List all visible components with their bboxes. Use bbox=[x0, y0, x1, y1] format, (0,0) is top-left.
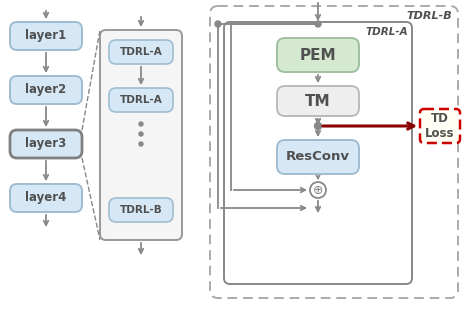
FancyBboxPatch shape bbox=[109, 40, 173, 64]
FancyBboxPatch shape bbox=[109, 88, 173, 112]
Circle shape bbox=[139, 122, 143, 126]
FancyBboxPatch shape bbox=[10, 22, 82, 50]
Text: TDRL-A: TDRL-A bbox=[119, 47, 162, 57]
Circle shape bbox=[139, 132, 143, 136]
FancyBboxPatch shape bbox=[10, 184, 82, 212]
FancyBboxPatch shape bbox=[420, 109, 460, 143]
FancyBboxPatch shape bbox=[277, 38, 359, 72]
FancyBboxPatch shape bbox=[10, 130, 82, 158]
Text: TDRL-A: TDRL-A bbox=[119, 95, 162, 105]
Text: layer4: layer4 bbox=[25, 192, 67, 204]
Circle shape bbox=[315, 21, 321, 27]
Text: ⊕: ⊕ bbox=[313, 183, 323, 197]
Text: TDRL-B: TDRL-B bbox=[119, 205, 162, 215]
Text: layer2: layer2 bbox=[25, 84, 67, 96]
FancyBboxPatch shape bbox=[277, 140, 359, 174]
Text: layer1: layer1 bbox=[25, 30, 67, 42]
Text: TM: TM bbox=[305, 94, 331, 109]
FancyBboxPatch shape bbox=[10, 76, 82, 104]
Text: ResConv: ResConv bbox=[286, 150, 350, 163]
Circle shape bbox=[314, 123, 321, 129]
Circle shape bbox=[215, 21, 221, 27]
FancyBboxPatch shape bbox=[277, 86, 359, 116]
Text: TDRL-B: TDRL-B bbox=[406, 11, 452, 21]
Circle shape bbox=[310, 182, 326, 198]
Text: TDRL-A: TDRL-A bbox=[365, 27, 408, 37]
FancyBboxPatch shape bbox=[109, 198, 173, 222]
Text: layer3: layer3 bbox=[25, 138, 67, 150]
Text: PEM: PEM bbox=[300, 47, 337, 62]
FancyBboxPatch shape bbox=[100, 30, 182, 240]
Circle shape bbox=[139, 142, 143, 146]
Text: TD
Loss: TD Loss bbox=[425, 112, 455, 140]
